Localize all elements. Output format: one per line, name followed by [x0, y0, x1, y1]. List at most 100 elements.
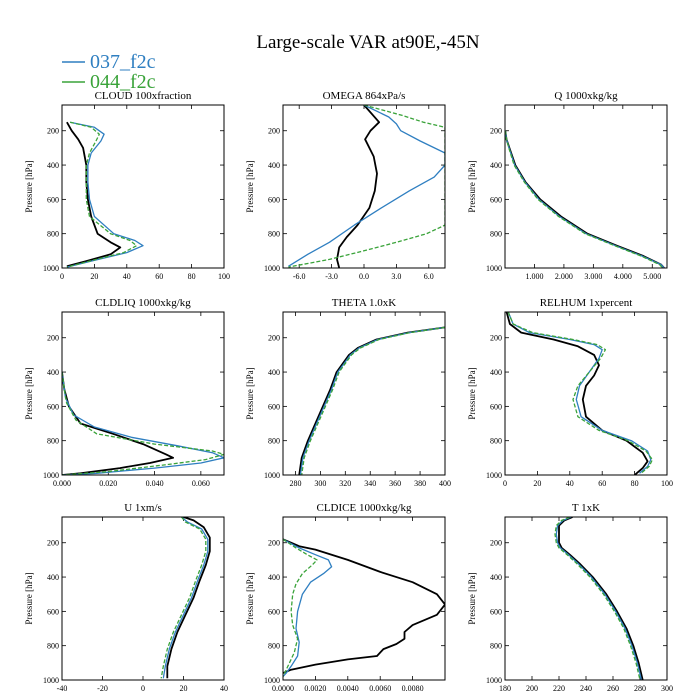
x-tick-label: 320	[339, 479, 351, 488]
y-tick-label: 800	[47, 230, 59, 239]
y-tick-label: 1000	[264, 471, 280, 480]
series-line-2	[555, 517, 643, 680]
series-line-3	[160, 517, 207, 679]
series-line-2	[283, 538, 333, 678]
series-line-2	[288, 105, 445, 267]
y-tick-label: 200	[47, 334, 59, 343]
x-tick-label: 360	[389, 479, 401, 488]
plot-frame	[61, 311, 225, 476]
series-line-3	[66, 121, 138, 268]
series-line-3	[554, 517, 641, 680]
series-line-2	[299, 326, 445, 475]
y-tick-label: 400	[268, 573, 280, 582]
series-line-2	[62, 372, 224, 475]
y-axis-label: Pressure [hPa]	[24, 572, 34, 624]
y-tick-label: 400	[268, 161, 280, 170]
plot-frame	[504, 104, 668, 269]
y-axis-label: Pressure [hPa]	[467, 572, 477, 624]
y-tick-label: 800	[490, 642, 502, 651]
y-tick-label: 800	[490, 230, 502, 239]
x-tick-label: 0.060	[192, 479, 210, 488]
x-tick-label: 0.0080	[402, 684, 424, 693]
x-tick-label: 3.0	[391, 272, 401, 281]
y-axis-label: Pressure [hPa]	[245, 160, 255, 212]
plot-frame	[504, 311, 668, 476]
y-tick-label: 800	[268, 642, 280, 651]
y-tick-label: 800	[268, 230, 280, 239]
y-tick-label: 400	[268, 368, 280, 377]
x-tick-label: 0	[503, 479, 507, 488]
y-tick-label: 600	[47, 195, 59, 204]
series-line-3	[301, 326, 445, 475]
x-tick-label: 400	[439, 479, 451, 488]
plot-frame	[61, 104, 225, 269]
y-axis-label: Pressure [hPa]	[245, 572, 255, 624]
panel-3: Q 1000xkg/kg Pressure [hPa] 200 400 600 800 10…	[467, 90, 668, 281]
panel-title: CLDICE 1000xkg/kg	[316, 502, 412, 514]
y-tick-label: 800	[47, 437, 59, 446]
y-tick-label: 400	[47, 573, 59, 582]
y-tick-label: 600	[490, 402, 502, 411]
y-tick-label: 200	[47, 539, 59, 548]
series-line-1	[298, 326, 445, 475]
x-tick-label: -40	[57, 684, 68, 693]
plot-frame	[282, 516, 446, 681]
series-line-1	[66, 121, 122, 268]
legend-label-037-f2c: 037_f2c	[90, 51, 156, 73]
x-tick-label: 180	[499, 684, 511, 693]
y-tick-label: 200	[47, 127, 59, 136]
x-tick-label: -6.0	[293, 272, 306, 281]
x-tick-label: 100	[218, 272, 230, 281]
x-tick-label: 40	[566, 479, 574, 488]
legend-label-044-f2c: 044_f2c	[90, 71, 156, 93]
x-tick-label: 0.0060	[369, 684, 391, 693]
panel-title: CLDLIQ 1000xkg/kg	[95, 297, 191, 309]
x-tick-label: 240	[580, 684, 592, 693]
x-tick-label: 0.0020	[304, 684, 326, 693]
y-tick-label: 600	[490, 607, 502, 616]
series-line-2	[507, 312, 652, 474]
x-tick-label: 2.000	[555, 272, 573, 281]
x-tick-label: 60	[155, 272, 163, 281]
series-line-2	[162, 517, 209, 679]
x-tick-label: 0.020	[99, 479, 117, 488]
x-tick-label: 0.0040	[337, 684, 359, 693]
y-tick-label: 200	[490, 334, 502, 343]
panel-title: U 1xm/s	[124, 502, 162, 514]
x-tick-label: 0.000	[53, 479, 71, 488]
y-axis-label: Pressure [hPa]	[24, 160, 34, 212]
x-tick-label: 4.000	[614, 272, 632, 281]
y-tick-label: 600	[268, 402, 280, 411]
x-tick-label: -3.0	[325, 272, 338, 281]
x-tick-label: 20	[533, 479, 541, 488]
x-tick-label: 20	[90, 272, 98, 281]
plot-frame	[504, 516, 668, 681]
series-line-2	[505, 130, 665, 268]
x-tick-label: 0	[141, 684, 145, 693]
plot-frame	[61, 516, 225, 681]
y-tick-label: 1000	[264, 264, 280, 273]
panel-title: Q 1000xkg/kg	[554, 90, 618, 102]
x-tick-label: 80	[188, 272, 196, 281]
y-tick-label: 200	[490, 539, 502, 548]
y-tick-label: 1000	[264, 676, 280, 685]
y-tick-label: 600	[268, 607, 280, 616]
series-line-3	[288, 105, 445, 268]
y-tick-label: 1000	[486, 471, 502, 480]
x-tick-label: 3.000	[584, 272, 602, 281]
y-tick-label: 1000	[486, 264, 502, 273]
x-tick-label: 0.0000	[272, 684, 294, 693]
y-tick-label: 400	[47, 368, 59, 377]
legend: 037_f2c 044_f2c	[62, 51, 156, 93]
series-line-3	[507, 312, 654, 474]
x-tick-label: 340	[364, 479, 376, 488]
y-tick-label: 800	[268, 437, 280, 446]
y-tick-label: 600	[268, 195, 280, 204]
plot-frame	[282, 311, 446, 476]
series-line-1	[505, 130, 665, 268]
panel-8: CLDICE 1000xkg/kg Pressure [hPa] 200 400 600…	[245, 502, 446, 693]
y-axis-label: Pressure [hPa]	[467, 160, 477, 212]
panel-4: CLDLIQ 1000xkg/kg Pressure [hPa] 200 400 600…	[24, 297, 225, 488]
